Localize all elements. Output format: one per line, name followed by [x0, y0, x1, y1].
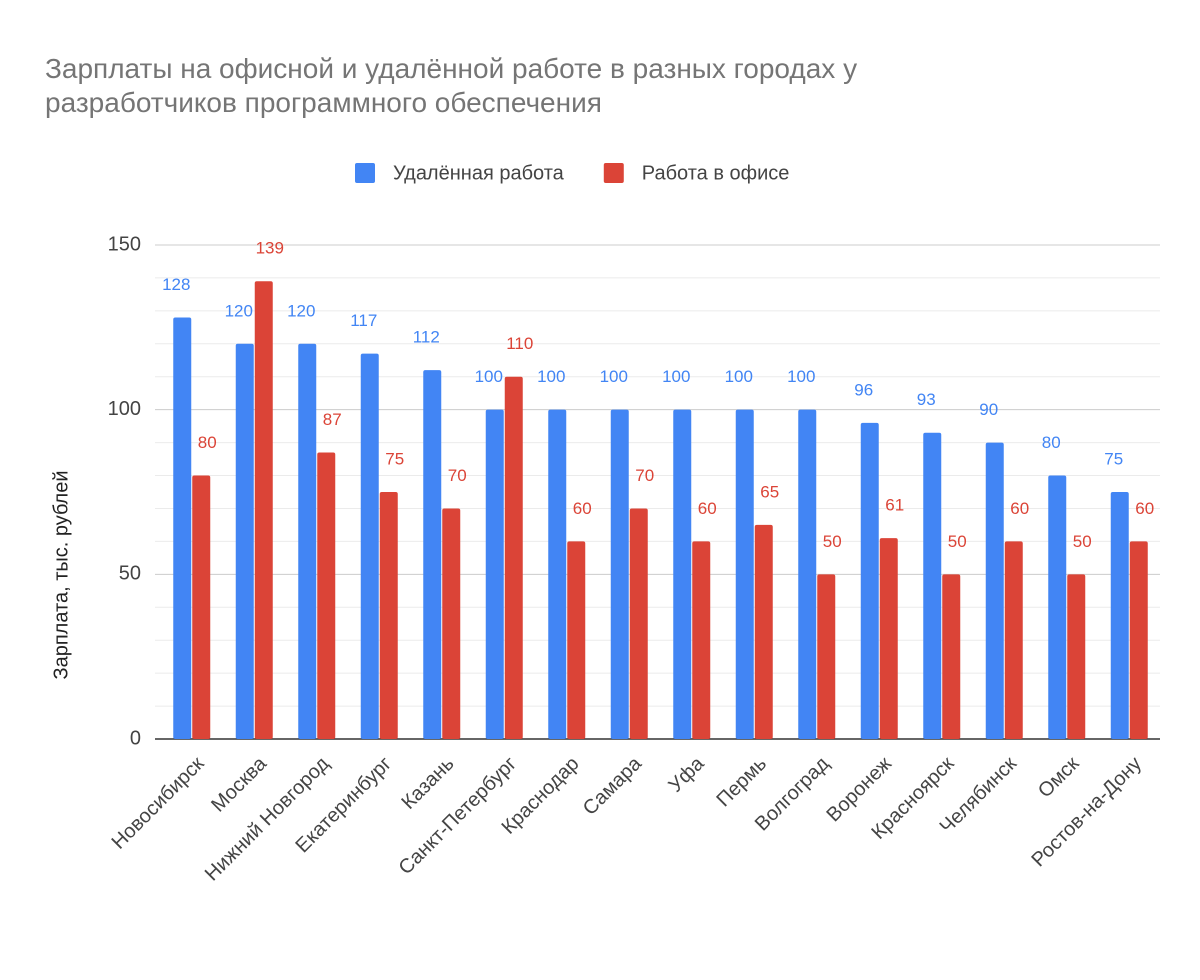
value-label: 139 [256, 239, 284, 258]
bar [692, 541, 711, 739]
bar [942, 574, 961, 739]
x-tick-label: Самара [579, 752, 647, 820]
bar [298, 343, 317, 739]
value-label: 128 [162, 275, 190, 294]
bar [485, 409, 504, 739]
bar [423, 370, 442, 739]
y-tick-label: 0 [130, 727, 141, 749]
x-tick-label: Уфа [664, 752, 709, 797]
bar [798, 409, 817, 739]
bar [860, 422, 879, 739]
bar [379, 492, 398, 739]
value-label: 65 [760, 482, 779, 501]
bar [548, 409, 567, 739]
value-label: 100 [600, 367, 628, 386]
value-label: 100 [537, 367, 565, 386]
bar [629, 508, 648, 739]
value-label: 60 [573, 499, 592, 518]
x-tick-label: Казань [397, 753, 458, 814]
value-label: 100 [725, 367, 753, 386]
bar [504, 376, 523, 739]
value-label: 120 [225, 301, 253, 320]
bar [1048, 475, 1067, 739]
value-label: 80 [1042, 433, 1061, 452]
bar [192, 475, 211, 739]
bar [735, 409, 754, 739]
value-label: 60 [698, 499, 717, 518]
value-label: 112 [413, 328, 440, 347]
bar [442, 508, 461, 739]
bar [754, 524, 773, 739]
x-tick-label: Санкт-Петербург [395, 753, 521, 879]
legend-swatch [603, 163, 624, 183]
x-tick-label: Омск [1034, 753, 1084, 803]
y-tick-label: 150 [108, 233, 141, 255]
value-label: 117 [350, 311, 377, 330]
bar [1129, 541, 1148, 739]
y-tick-label: 50 [119, 563, 141, 585]
value-label: 50 [823, 532, 842, 551]
x-tick-label: Москва [207, 752, 271, 816]
value-label: 87 [323, 410, 342, 429]
bar [610, 409, 629, 739]
value-label: 100 [787, 367, 815, 386]
x-tick-label: Пермь [712, 753, 771, 812]
value-label: 110 [506, 334, 533, 353]
x-tick-label: Новосибирск [108, 753, 209, 854]
bar [985, 442, 1004, 739]
value-label: 75 [1104, 449, 1123, 468]
bar [254, 281, 273, 739]
value-label: 60 [1010, 499, 1029, 518]
bar [360, 353, 379, 739]
value-label: 120 [287, 301, 315, 320]
value-label: 96 [854, 380, 873, 399]
value-label: 100 [662, 367, 690, 386]
value-label: 90 [979, 400, 998, 419]
bar [923, 432, 942, 739]
value-label: 100 [475, 367, 503, 386]
chart-title: Зарплаты на офисной и удалённой работе в… [45, 53, 858, 118]
value-label: 80 [198, 433, 217, 452]
value-label: 61 [885, 496, 904, 515]
bar [567, 541, 586, 739]
y-tick-label: 100 [108, 398, 141, 420]
value-label: 75 [385, 449, 404, 468]
value-label: 50 [1073, 532, 1092, 551]
bar [673, 409, 692, 739]
legend-label: Работа в офисе [642, 162, 790, 184]
bar [1004, 541, 1023, 739]
x-tick-label: Ростов-на-Дону [1027, 753, 1146, 872]
bar [1110, 492, 1129, 739]
legend-label: Удалённая работа [393, 162, 565, 184]
value-label: 70 [448, 466, 467, 485]
legend-swatch [355, 163, 375, 183]
bar [317, 452, 336, 739]
value-label: 93 [917, 390, 936, 409]
bar [235, 343, 254, 739]
bar [1067, 574, 1086, 739]
value-label: 70 [635, 466, 654, 485]
y-axis-label: Зарплата, тыс. рублей [50, 471, 72, 680]
value-label: 60 [1135, 499, 1154, 518]
bar [879, 538, 898, 739]
bar [173, 317, 192, 739]
value-label: 50 [948, 532, 967, 551]
bar [817, 574, 836, 739]
